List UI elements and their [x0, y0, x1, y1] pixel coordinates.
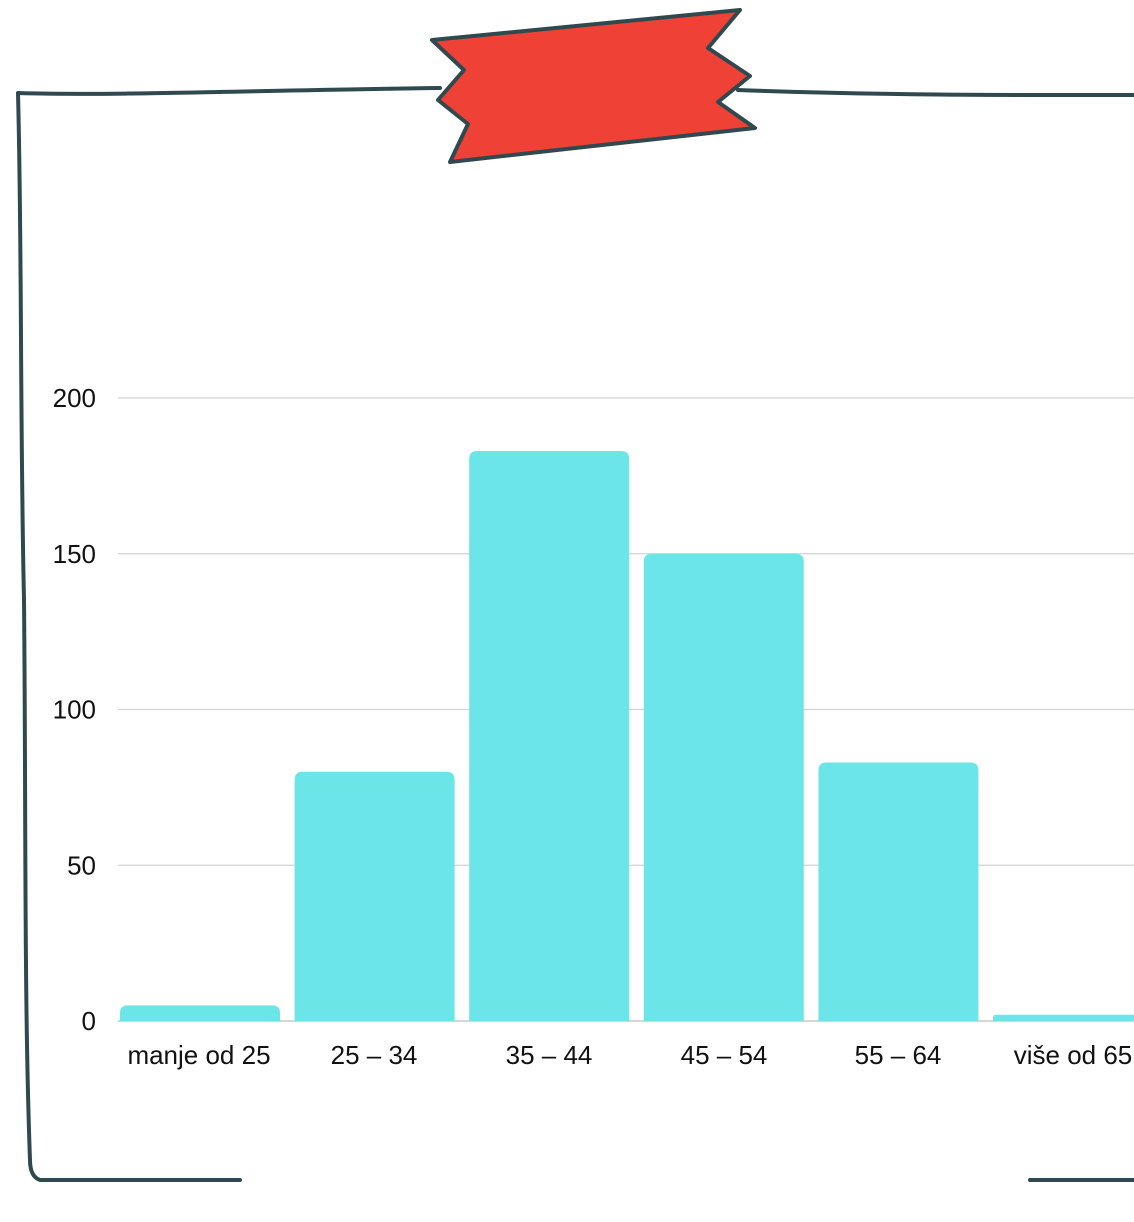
x-axis-categories: manje od 25 25 – 34 35 – 44 45 – 54 55 – 64 v…	[127, 1040, 1132, 1070]
bars	[120, 450, 1134, 1022]
bar	[818, 762, 979, 1021]
bar	[469, 450, 630, 1022]
y-axis-ticks: 0 50 100 150 200	[53, 383, 96, 1036]
hand-drawn-frame-icon	[16, 86, 1134, 1182]
x-category-label: manje od 25	[127, 1040, 270, 1070]
y-tick-label: 100	[53, 695, 96, 725]
y-tick-label: 0	[82, 1006, 96, 1036]
bar	[294, 771, 455, 1021]
y-tick-label: 200	[53, 383, 96, 413]
bar	[643, 553, 804, 1021]
bar	[993, 1014, 1134, 1021]
y-tick-label: 150	[53, 539, 96, 569]
red-tape-banner-icon	[430, 8, 757, 164]
bar	[120, 1005, 280, 1021]
x-category-label: 55 – 64	[855, 1040, 942, 1070]
x-category-label: više od 65	[1014, 1040, 1133, 1070]
x-category-label: 45 – 54	[681, 1040, 768, 1070]
y-tick-label: 50	[67, 850, 96, 880]
x-category-label: 35 – 44	[506, 1040, 593, 1070]
x-category-label: 25 – 34	[331, 1040, 418, 1070]
